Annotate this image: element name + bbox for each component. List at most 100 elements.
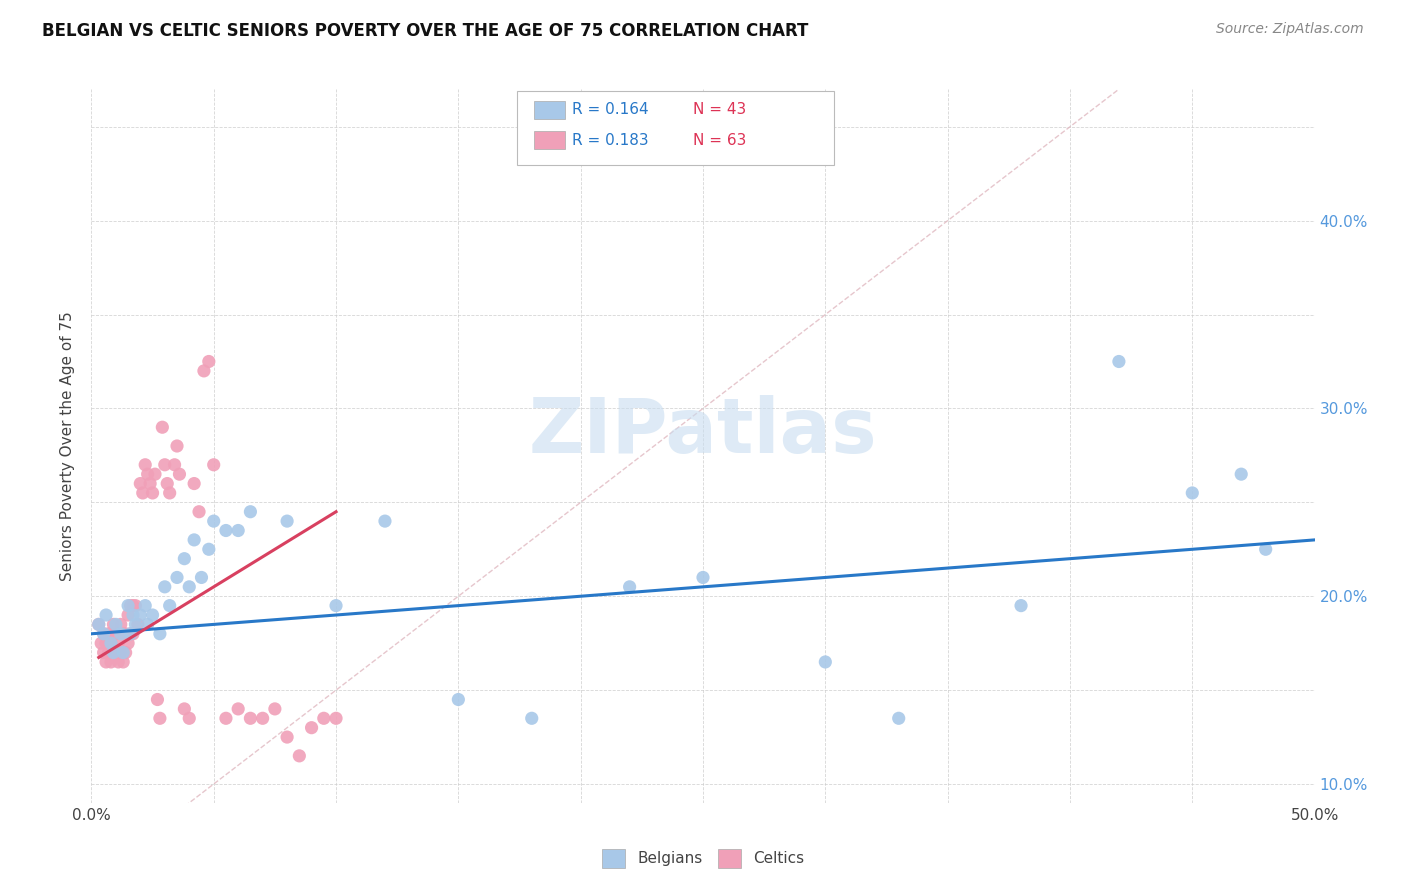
Point [276,514,298,528]
Point [215,711,238,725]
Point [183,476,205,491]
Point [325,711,347,725]
Text: Source: ZipAtlas.com: Source: ZipAtlas.com [1216,22,1364,37]
Point [264,702,287,716]
Point [104,617,127,632]
Text: BELGIAN VS CELTIC SENIORS POVERTY OVER THE AGE OF 75 CORRELATION CHART: BELGIAN VS CELTIC SENIORS POVERTY OVER T… [42,22,808,40]
Point [136,617,159,632]
Point [114,646,136,660]
Point [110,627,132,641]
Text: R = 0.183: R = 0.183 [572,133,648,147]
Point [93,646,115,660]
Point [134,599,156,613]
Point [159,486,181,500]
Text: N = 63: N = 63 [693,133,747,147]
Point [117,636,139,650]
Point [692,570,714,584]
Point [183,533,205,547]
Point [276,730,298,744]
Point [325,599,347,613]
Point [112,627,135,641]
Point [173,702,195,716]
Point [104,627,127,641]
Point [252,711,274,725]
Point [215,524,238,538]
Point [117,607,139,622]
Point [193,364,215,378]
Point [103,646,125,660]
Point [163,458,186,472]
Point [159,599,181,613]
Point [619,580,641,594]
Point [136,467,159,482]
Point [90,636,112,650]
Point [93,627,115,641]
Point [122,627,145,641]
Point [103,646,125,660]
Point [887,711,910,725]
Point [1010,599,1032,613]
Point [198,542,221,557]
Point [1230,467,1253,482]
Point [122,607,145,622]
Point [141,486,163,500]
Point [100,655,122,669]
Point [97,627,120,641]
Point [239,505,262,519]
Point [107,655,129,669]
Point [149,711,172,725]
Text: N = 43: N = 43 [693,103,747,117]
Point [166,570,188,584]
Point [107,636,129,650]
Point [198,354,221,368]
Point [112,646,135,660]
Point [226,702,249,716]
Point [169,467,191,482]
Text: ZIPatlas: ZIPatlas [529,395,877,468]
Point [124,617,146,632]
Point [93,627,115,641]
Point [179,580,201,594]
Point [87,617,110,632]
Point [226,524,249,538]
Point [124,599,146,613]
Point [97,646,120,660]
Point [100,636,122,650]
Text: R = 0.164: R = 0.164 [572,103,648,117]
Legend: Belgians, Celtics: Belgians, Celtics [596,843,810,873]
Point [1254,542,1277,557]
Point [100,636,122,650]
Point [447,692,470,706]
Point [114,627,136,641]
Point [94,636,117,650]
Point [188,505,211,519]
Point [190,570,212,584]
Point [1181,486,1204,500]
Point [814,655,837,669]
Point [1108,354,1130,368]
Point [202,514,225,528]
Point [117,599,139,613]
Point [139,476,162,491]
Point [132,486,155,500]
Point [520,711,543,725]
Point [129,476,152,491]
Y-axis label: Seniors Poverty Over the Age of 75: Seniors Poverty Over the Age of 75 [60,311,76,581]
Point [127,617,149,632]
Point [156,476,179,491]
Point [149,627,172,641]
Point [94,655,117,669]
Point [110,617,132,632]
Point [153,580,176,594]
Point [141,607,163,622]
Point [143,467,166,482]
Point [173,551,195,566]
Point [110,646,132,660]
Point [239,711,262,725]
Point [87,617,110,632]
Point [166,439,188,453]
Point [150,420,173,434]
Point [179,711,201,725]
Point [120,599,142,613]
Point [288,748,311,763]
